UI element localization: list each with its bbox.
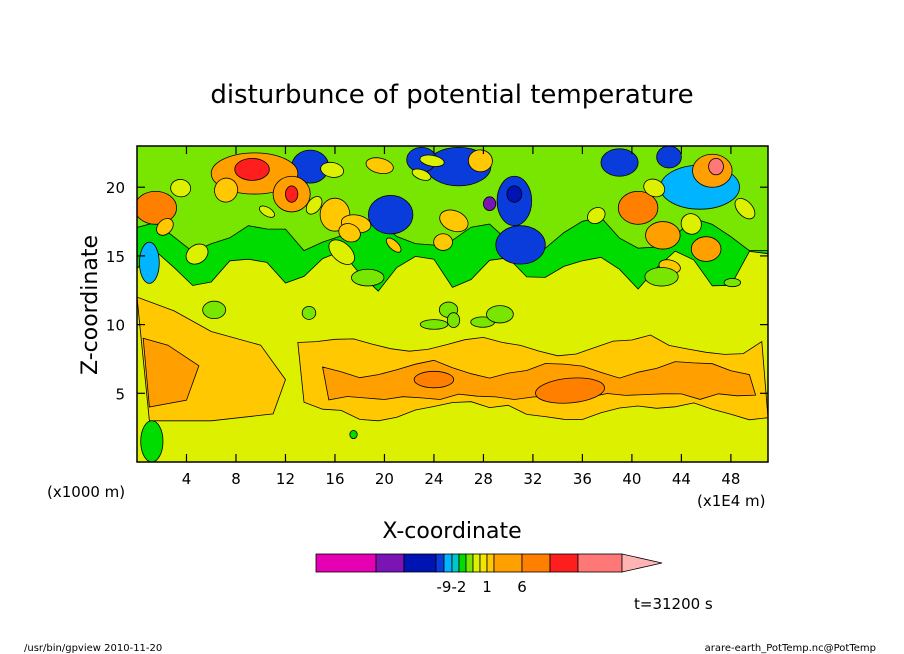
x-unit-left: (x1000 m): [47, 483, 125, 501]
field-contour: [142, 337, 200, 408]
x-tick-label: 44: [672, 470, 691, 488]
colorbar-tick-label: -9: [437, 578, 452, 596]
field-contour: [587, 207, 606, 225]
footer-right: arare-earth_PotTemp.nc@PotTemp: [705, 643, 876, 654]
field-contour: [305, 196, 323, 215]
colorbar-segment: [493, 553, 523, 573]
field-contour: [214, 177, 239, 203]
field-contour: [322, 359, 757, 401]
y-tick-label: 5: [115, 385, 125, 403]
field-contour: [285, 185, 299, 203]
y-axis: 5 10 15 20: [106, 179, 768, 403]
colorbar-segment: [577, 553, 623, 573]
field-contour: [202, 300, 227, 320]
field-contour: [708, 157, 724, 176]
colorbar: -9 -2 1 6: [315, 553, 663, 596]
x-axis-label: X-coordinate: [382, 519, 521, 544]
y-tick-label: 15: [106, 248, 125, 266]
field-contour: [411, 168, 432, 181]
x-axis: 4 8 12 16 20 24 28 32 36 40 44 48: [182, 146, 740, 488]
x-tick-label: 4: [182, 470, 192, 488]
x-tick-label: 28: [474, 470, 493, 488]
field-contour: [156, 218, 174, 236]
field-contour: [367, 195, 414, 235]
colorbar-segment: [521, 553, 551, 573]
colorbar-segment: [315, 553, 377, 573]
field-contour: [170, 179, 192, 198]
x-tick-label: 12: [276, 470, 295, 488]
field-contour: [234, 157, 270, 181]
y-axis-label: Z-coordinate: [78, 235, 103, 375]
field-contour: [185, 243, 209, 265]
plot-area: [137, 146, 768, 462]
plot-frame: [136, 145, 769, 463]
footer-left: /usr/bin/gpview 2010-11-20: [24, 643, 162, 654]
x-tick-label: 24: [424, 470, 443, 488]
field-contour: [535, 377, 605, 404]
time-label: t=31200 s: [634, 595, 713, 613]
field-contour: [690, 236, 722, 262]
field-contour: [483, 196, 497, 211]
field-contour: [600, 148, 639, 177]
colorbar-segment: [465, 553, 474, 573]
x-tick-label: 32: [523, 470, 542, 488]
colorbar-segment: [443, 553, 453, 573]
field-contour: [656, 146, 682, 169]
field-contour: [645, 221, 681, 250]
colorbar-segment: [435, 553, 445, 573]
field-contour: [365, 157, 394, 175]
y-tick-label: 20: [106, 179, 125, 197]
x-tick-label: 48: [721, 470, 740, 488]
field-contour: [433, 233, 453, 251]
field-contour: [486, 305, 514, 324]
field-contour: [617, 190, 659, 225]
field-contour: [137, 190, 177, 225]
y-tick-label: 10: [106, 317, 125, 335]
colorbar-arrow: [621, 553, 663, 573]
field-contour: [320, 161, 345, 178]
field-contour: [643, 178, 666, 198]
chart-title: disturbunce of potential temperature: [210, 80, 693, 110]
colorbar-tick-label: -2: [452, 578, 467, 596]
colorbar-tick-label: 6: [517, 578, 527, 596]
colorbar-segment: [451, 553, 460, 573]
x-tick-label: 20: [375, 470, 394, 488]
field-contour: [139, 241, 160, 284]
colorbar-segment: [458, 553, 467, 573]
field-contour: [349, 429, 358, 440]
temperature-field: [137, 146, 768, 462]
field-contour: [413, 370, 455, 389]
field-contour: [419, 154, 445, 167]
field-contour: [351, 268, 385, 287]
colorbar-segment: [486, 553, 495, 573]
colorbar-segment: [472, 553, 481, 573]
field-contour: [328, 239, 355, 265]
field-contour: [644, 267, 679, 287]
colorbar-segment: [375, 553, 405, 573]
field-contour: [734, 198, 756, 220]
field-contour: [338, 223, 361, 243]
colorbar-tick-label: 1: [482, 578, 492, 596]
x-tick-label: 36: [573, 470, 592, 488]
field-contour: [140, 420, 164, 462]
x-tick-label: 8: [231, 470, 241, 488]
x-tick-label: 16: [325, 470, 344, 488]
x-unit-right: (x1E4 m): [697, 492, 766, 510]
colorbar-segment: [549, 553, 579, 573]
field-contour: [506, 185, 523, 203]
colorbar-segment: [403, 553, 437, 573]
field-contour: [259, 205, 275, 218]
field-contour: [446, 312, 461, 329]
field-contour: [439, 209, 469, 233]
field-contour: [419, 319, 449, 330]
field-contour: [723, 278, 742, 288]
field-contour: [467, 149, 493, 173]
field-contour: [385, 237, 402, 253]
field-contour: [495, 225, 546, 265]
colorbar-segment: [479, 553, 488, 573]
x-tick-label: 40: [622, 470, 641, 488]
field-contour: [301, 305, 317, 320]
field-contour: [680, 213, 702, 235]
